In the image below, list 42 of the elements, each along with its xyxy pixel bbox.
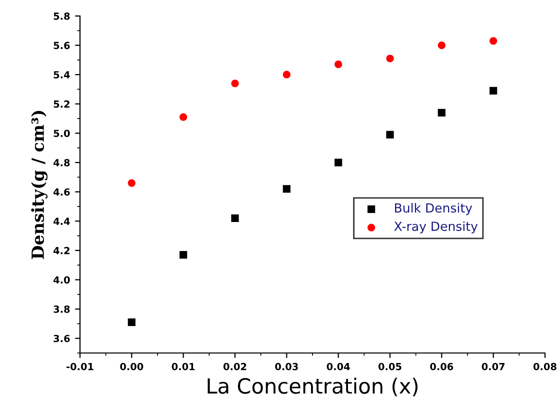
y-tick-label: 4.8: [53, 159, 70, 166]
x-tick-label: 0.00: [120, 362, 144, 370]
y-tick-label: 5.6: [54, 42, 70, 50]
point: [438, 42, 446, 50]
y-tick-label: 4.0: [53, 276, 70, 284]
y-tick-label: 4.6: [53, 188, 70, 196]
x-tick-label: -0.01: [66, 362, 94, 370]
y-tick-label: 4.4: [53, 218, 70, 225]
y-tick-label: 4.2: [53, 246, 70, 254]
legend-label: X-ray Density: [394, 221, 478, 234]
point: [282, 185, 290, 193]
point: [334, 60, 342, 68]
y-tick-label: 5.0: [54, 130, 70, 138]
point: [490, 86, 498, 95]
point: [490, 37, 498, 45]
legend-label: Bulk Density: [395, 202, 472, 216]
y-tick-label: 5.2: [54, 100, 70, 108]
x-tick-label: 0.05: [378, 362, 402, 370]
x-tick-label: 0.08: [533, 362, 556, 370]
x-tick-label: 0.02: [223, 362, 246, 370]
y-tick-label: 5.8: [54, 12, 70, 20]
point: [334, 158, 342, 166]
x-tick-label: 0.01: [172, 362, 195, 370]
point: [386, 130, 394, 138]
x-tick-label: 0.03: [275, 362, 298, 370]
point: [438, 108, 446, 117]
y-tick-label: 5.4: [54, 71, 70, 78]
y-tick-label: 3.6: [54, 334, 70, 342]
point: [231, 214, 239, 222]
point: [128, 318, 136, 326]
point: [180, 113, 188, 121]
y-axis-title: Density(g / cm³): [31, 110, 48, 259]
x-axis-title: La Concentration (x): [208, 378, 418, 396]
point: [128, 179, 136, 187]
x-tick-label: 0.04: [326, 362, 350, 370]
x-tick-label: 0.07: [482, 362, 505, 370]
x-tick-label: 0.06: [430, 362, 454, 370]
y-tick-label: 3.8: [54, 306, 70, 313]
point: [282, 70, 290, 78]
point: [180, 251, 188, 259]
point: [231, 80, 239, 88]
point: [386, 54, 394, 62]
